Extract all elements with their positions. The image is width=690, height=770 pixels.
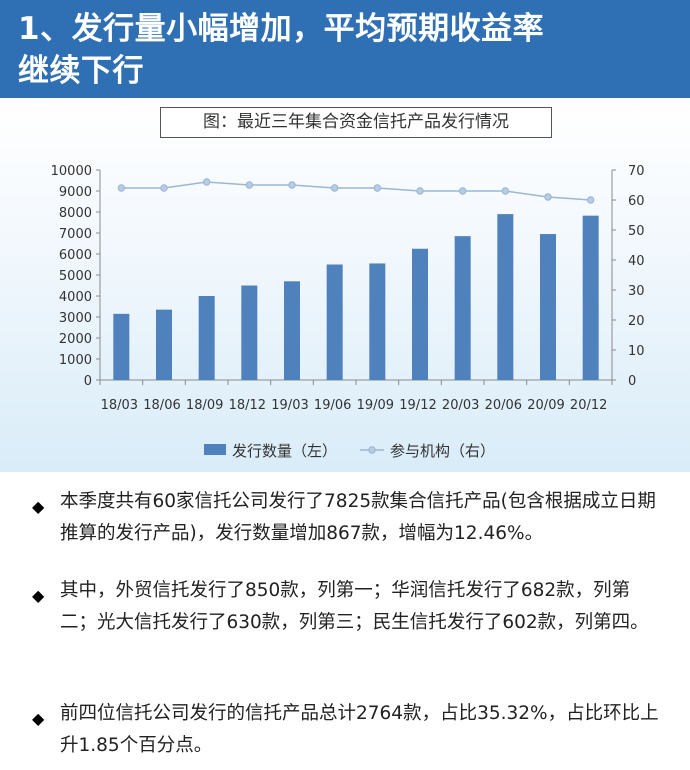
- left-tick-label: 0: [84, 374, 92, 389]
- legend-bar-swatch: [204, 444, 226, 455]
- left-tick-label: 1000: [59, 353, 92, 368]
- x-tick-label: 20/09: [527, 398, 564, 413]
- chart-title: 图：最近三年集合资金信托产品发行情况: [160, 107, 552, 138]
- diamond-bullet-icon: ◆: [32, 497, 45, 516]
- bar: [326, 264, 343, 380]
- left-tick-label: 8000: [59, 206, 92, 221]
- left-tick-label: 5000: [59, 269, 92, 284]
- x-tick-label: 20/06: [485, 398, 522, 413]
- left-tick-label: 3000: [59, 311, 92, 326]
- bar: [540, 234, 556, 380]
- x-tick-label: 20/03: [442, 398, 479, 413]
- left-tick-label: 10000: [51, 164, 92, 179]
- x-tick-label: 18/06: [143, 398, 180, 413]
- bullet-text: 其中，外贸信托发行了850款，列第一；华润信托发行了682款，列第二；光大信托发…: [60, 580, 649, 633]
- left-tick-label: 9000: [59, 185, 92, 200]
- bar: [582, 215, 599, 380]
- right-tick-label: 30: [628, 284, 645, 299]
- x-tick-label: 19/03: [271, 398, 308, 413]
- line-point: [160, 184, 168, 192]
- line-point: [544, 193, 552, 201]
- bullet-text: 前四位信托公司发行的信托产品总计2764款，占比35.32%，占比环比上升1.8…: [60, 703, 659, 756]
- bar: [156, 309, 172, 380]
- x-tick-label: 18/03: [101, 398, 138, 413]
- left-tick-label: 6000: [59, 248, 92, 263]
- bullet-item: ◆ 其中，外贸信托发行了850款，列第一；华润信托发行了682款，列第二；光大信…: [30, 575, 660, 639]
- bar: [284, 281, 300, 380]
- legend-line-label: 参与机构（右）: [390, 442, 495, 460]
- chart-background: [0, 100, 690, 472]
- bar: [113, 313, 130, 380]
- line-point: [586, 196, 595, 204]
- line-point: [245, 181, 254, 189]
- x-tick-label: 19/12: [399, 398, 436, 413]
- bullet-item: ◆ 本季度共有60家信托公司发行了7825款集合信托产品(包含根据成立日期推算的…: [30, 486, 660, 550]
- line-point: [458, 187, 467, 195]
- line-point: [288, 181, 296, 189]
- bar: [454, 236, 471, 380]
- line-point: [501, 187, 510, 195]
- bar: [369, 263, 386, 380]
- header-title-line-2: 继续下行: [18, 53, 144, 89]
- right-tick-label: 10: [628, 344, 645, 359]
- left-tick-label: 7000: [59, 227, 92, 242]
- x-tick-label: 18/12: [229, 398, 266, 413]
- left-tick-label: 2000: [59, 332, 92, 347]
- section-header: 1、发行量小幅增加，平均预期收益率 继续下行: [0, 0, 690, 98]
- right-tick-label: 40: [628, 254, 645, 269]
- line-point: [373, 184, 382, 192]
- x-tick-label: 19/09: [357, 398, 394, 413]
- bar: [412, 248, 428, 380]
- diamond-bullet-icon: ◆: [32, 709, 45, 728]
- legend-bar-label: 发行数量（左）: [232, 442, 337, 460]
- line-point: [330, 184, 339, 192]
- bullet-text: 本季度共有60家信托公司发行了7825款集合信托产品(包含根据成立日期推算的发行…: [60, 491, 656, 544]
- bullet-item: ◆ 前四位信托公司发行的信托产品总计2764款，占比35.32%，占比环比上升1…: [30, 698, 660, 762]
- x-tick-label: 19/06: [314, 398, 351, 413]
- x-tick-label: 18/09: [186, 398, 223, 413]
- header-title-line-1: 1、发行量小幅增加，平均预期收益率: [18, 11, 545, 47]
- bar: [198, 296, 215, 380]
- right-tick-label: 50: [628, 224, 645, 239]
- line-point: [117, 184, 126, 192]
- right-tick-label: 60: [628, 194, 645, 209]
- right-tick-label: 0: [628, 374, 636, 389]
- legend-line-marker: [368, 446, 376, 454]
- right-tick-label: 70: [628, 164, 645, 179]
- line-series: [121, 181, 591, 201]
- left-tick-label: 4000: [59, 290, 92, 305]
- bar: [497, 214, 514, 380]
- bar: [241, 285, 258, 380]
- line-point: [202, 178, 211, 186]
- line-point: [416, 187, 424, 195]
- diamond-bullet-icon: ◆: [32, 586, 45, 605]
- right-tick-label: 20: [628, 314, 645, 329]
- x-tick-label: 20/12: [570, 398, 607, 413]
